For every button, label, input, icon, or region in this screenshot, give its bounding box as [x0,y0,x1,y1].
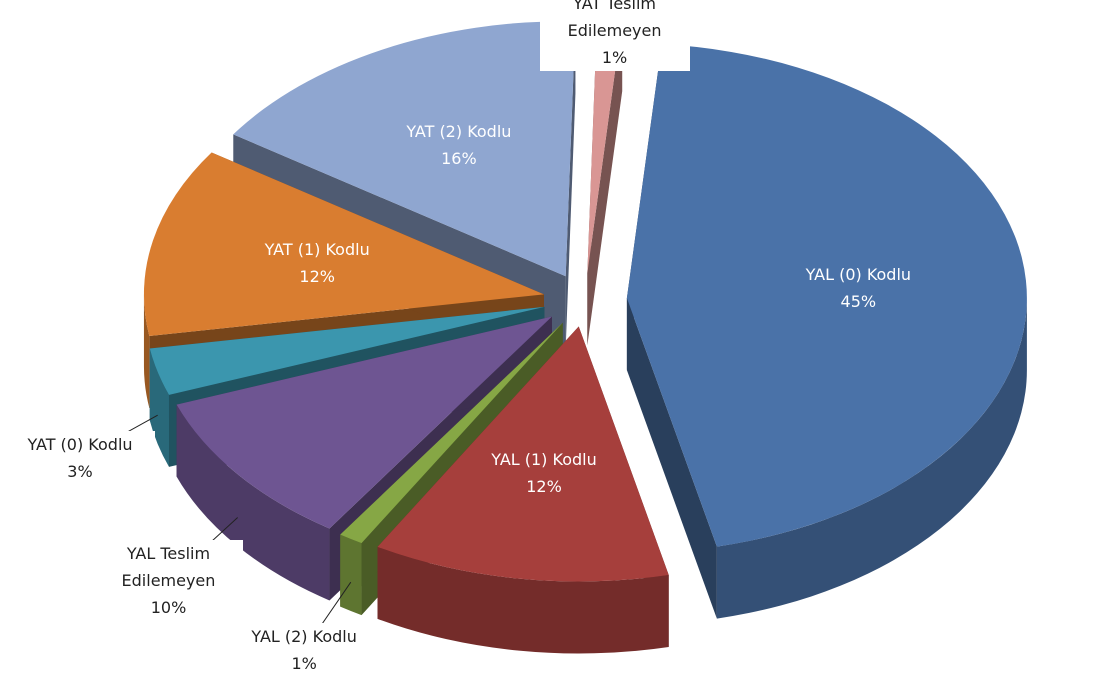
slice-wall [143,294,150,408]
slice-wall [716,298,1027,619]
slice-group [626,44,1027,619]
label-text: 1% [601,47,628,67]
slice-label: YAL (1) Kodlu 12% [469,446,619,500]
label-text: YAT (0) Kodlu [27,435,133,455]
label-text: 16% [441,148,477,168]
slice [377,326,669,582]
slice-wall [149,348,169,467]
label-text: YAL (0) Kodlu [805,264,912,284]
slice-side [565,21,576,349]
slice-label: YAL (2) Kodlu 1% [229,623,380,677]
label-text: YAT Teslim Edilemeyen [567,0,662,40]
slice [233,21,576,277]
slice-wall [377,546,669,654]
slice [149,306,545,395]
slice-side [587,19,623,346]
slice-wall [340,534,362,616]
slice-label: YAL Teslim Edilemeyen 10% [93,540,244,622]
label-text: YAT (2) Kodlu [406,121,512,141]
label-text: 12% [299,267,335,287]
label-text: 1% [291,654,317,673]
slice [143,152,544,336]
slice-wall [176,404,330,601]
slice-label: YAT Teslim Edilemeyen 1% [539,0,690,71]
slice-label: YAL (0) Kodlu 45% [783,261,933,315]
label-text: 3% [67,462,93,482]
label-text: YAL (2) Kodlu [251,627,357,646]
slice-label: YAT (1) Kodlu 12% [242,236,392,290]
slice-label: YAT (2) Kodlu 16% [384,118,534,172]
label-text: 45% [840,291,877,311]
label-text: YAL Teslim Edilemeyen [121,544,216,591]
label-text: 12% [526,476,562,496]
label-text: YAL (1) Kodlu [491,449,597,469]
slice-side [626,298,717,619]
label-text: 10% [150,598,187,618]
slice [626,44,1027,547]
slice [587,18,623,274]
label-text: YAT (1) Kodlu [264,240,370,260]
slice-group [587,18,623,346]
slice [176,316,552,529]
slice-group [377,326,669,654]
slice [340,322,563,544]
slice-label: YAT (0) Kodlu 3% [5,431,155,486]
